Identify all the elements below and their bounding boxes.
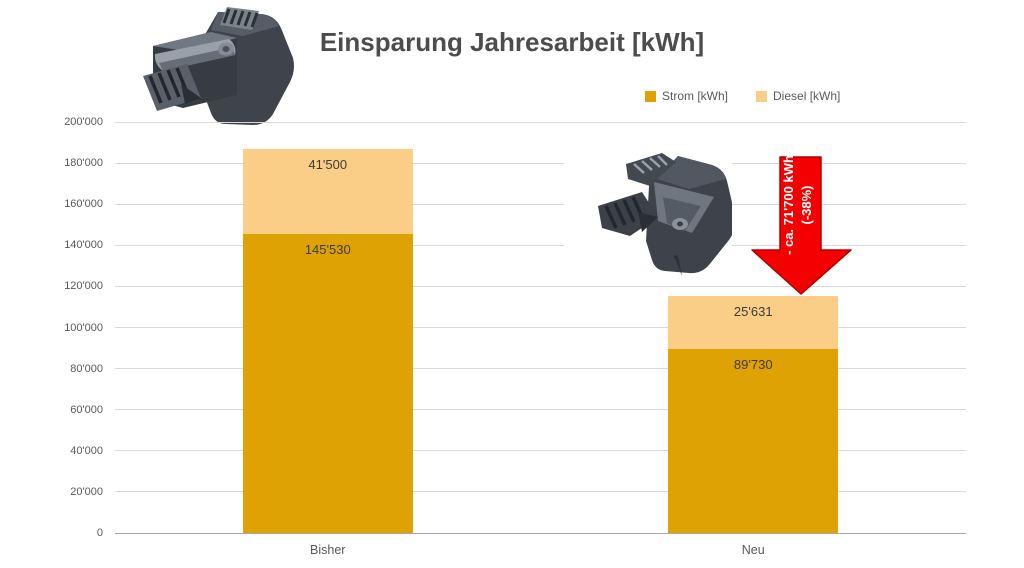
down-arrow-icon (751, 156, 852, 295)
data-label: 41'500 (308, 156, 348, 172)
legend-label: Strom [kWh] (662, 89, 729, 103)
plot-area: 145'530 41'500 Bisher 89'730 25'631 Neu (115, 121, 966, 557)
chart-title: Einsparung Jahresarbeit [kWh] (319, 27, 705, 57)
legend-label: Diesel [kWh] (773, 89, 841, 103)
data-label: 145'530 (304, 241, 351, 257)
gridline (115, 450, 966, 452)
cad-part-lightweight-image (564, 140, 732, 278)
y-tick-label: 160'000 (64, 198, 103, 211)
savings-label: - ca. 71'700 kWh (-38%) (780, 135, 820, 275)
cad-part-solid-image (123, 0, 297, 133)
gridline (115, 491, 966, 493)
y-tick-label: 120'000 (64, 280, 103, 293)
y-tick-label: 140'000 (64, 239, 103, 252)
y-tick-label: 40'000 (70, 444, 103, 457)
data-label: 89'730 (733, 356, 773, 372)
data-label: 25'631 (733, 303, 773, 319)
gridline (115, 368, 966, 370)
bar-segment: 145'530 (242, 233, 413, 533)
bar-segment: 89'730 (668, 348, 839, 533)
toolholder-solid-illustration (143, 7, 294, 125)
y-tick-label: 200'000 (64, 116, 103, 128)
x-tick-label: Neu (741, 543, 765, 557)
y-tick-label: 20'000 (70, 485, 103, 498)
toolholder-lightweight-illustration (598, 153, 732, 276)
savings-arrow-annotation: - ca. 71'700 kWh (-38%) (751, 155, 852, 295)
gridline (115, 121, 966, 123)
legend-item: Strom [kWh] (645, 89, 728, 103)
bar-segment: 41'500 (242, 148, 413, 234)
gridline (115, 327, 966, 328)
savings-label-line2: (-38%) (798, 185, 814, 225)
gridline (115, 285, 966, 287)
x-tick-label: Bisher (310, 543, 346, 557)
gridline (115, 244, 966, 246)
x-axis-line (115, 532, 966, 534)
legend-swatch (756, 90, 768, 102)
savings-label-line1: - ca. 71'700 kWh (781, 155, 796, 255)
bar-segment: 25'631 (668, 295, 839, 349)
gridline (115, 409, 966, 411)
y-tick-label: 80'000 (70, 362, 103, 375)
y-axis-labels: 0 20'000 40'000 60'000 80'000 100'000 120'000 1… (0, 116, 103, 539)
y-tick-label: 180'000 (64, 157, 103, 170)
y-tick-label: 100'000 (64, 321, 103, 334)
bar-neu: 89'730 25'631 (668, 295, 839, 533)
legend-swatch (645, 90, 656, 102)
bar-bisher: 145'530 41'500 (242, 148, 413, 533)
y-tick-label: 0 (96, 527, 103, 539)
legend: Strom [kWh] Diesel [kWh] (645, 89, 840, 103)
legend-item: Diesel [kWh] (756, 89, 840, 103)
gridline (115, 162, 966, 164)
y-tick-label: 60'000 (70, 403, 103, 416)
gridline (115, 203, 966, 205)
